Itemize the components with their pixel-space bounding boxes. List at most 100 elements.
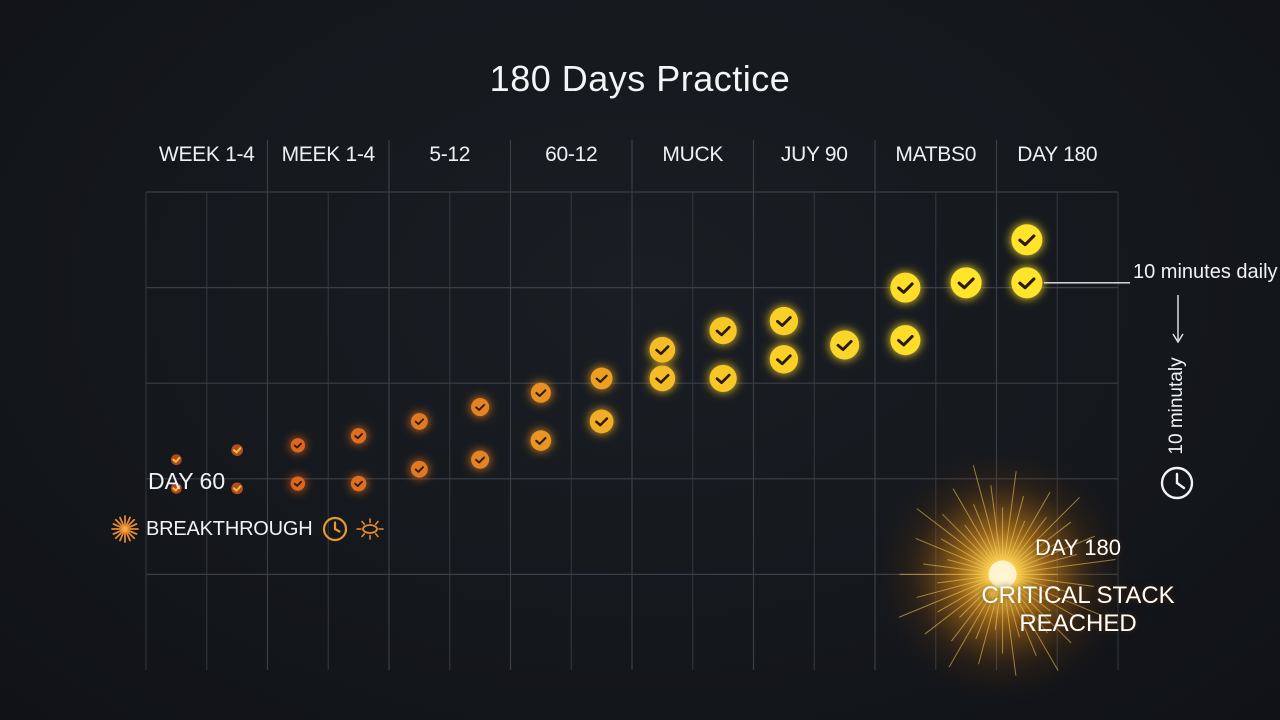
data-point [530, 382, 551, 403]
burst-ray [1005, 583, 1037, 656]
point-circle [530, 430, 552, 451]
column-label: JUY 90 [780, 143, 848, 166]
check-mark [836, 339, 853, 351]
burst-ray [915, 537, 994, 572]
chart-title: 180 Days Practice [489, 58, 791, 99]
check-mark [655, 373, 670, 384]
check-mark [595, 374, 608, 383]
burst-ray [1010, 542, 1058, 570]
day60-label: DAY 60 [148, 468, 226, 494]
data-point [769, 345, 799, 374]
points-layer [170, 224, 1043, 495]
burst-ray [937, 575, 993, 584]
burst-message: CRITICAL STACK REACHED [981, 582, 1175, 637]
column-label: MATBS0 [895, 143, 977, 166]
burst-ray [1010, 521, 1072, 569]
column-label: WEEK 1-4 [158, 143, 255, 166]
burst-ray [978, 583, 1001, 665]
data-point [649, 365, 676, 392]
data-point [709, 364, 737, 393]
breakthrough-label: BREAKTHROUGH [146, 517, 313, 540]
data-point [950, 267, 982, 299]
check-mark [535, 389, 547, 397]
data-point [890, 272, 921, 303]
burst-ray [1003, 471, 1017, 565]
burst-glow [872, 444, 1133, 705]
burst-ray [1011, 577, 1101, 616]
check-mark [1018, 277, 1036, 290]
check-mark [897, 334, 914, 347]
vertical-annotation: 10 minutaly [1166, 357, 1187, 455]
check-mark [535, 436, 547, 445]
check-mark [1018, 234, 1036, 247]
point-circle [350, 428, 367, 444]
column-label: MUCK [662, 143, 724, 166]
check-mark [776, 316, 792, 327]
point-circle [411, 460, 428, 478]
burst-ray [1003, 584, 1017, 676]
burst-ray [898, 577, 994, 618]
data-point [290, 438, 306, 453]
point-circle [830, 330, 860, 360]
burst-ray [972, 465, 1001, 565]
data-point [231, 482, 243, 495]
burst-ray [975, 583, 1000, 640]
point-circle [290, 438, 306, 453]
data-point [890, 325, 921, 356]
burst-ray [1009, 496, 1081, 568]
burst-ray [964, 524, 997, 567]
burst-ray [1010, 578, 1075, 617]
data-point [290, 476, 306, 491]
point-circle [411, 413, 428, 430]
data-point [170, 482, 182, 494]
sun-icon [355, 518, 384, 540]
burst-ray [1008, 516, 1047, 567]
check-mark [414, 418, 425, 425]
spark-icon [111, 515, 139, 543]
data-point [1011, 267, 1043, 299]
check-mark [595, 417, 609, 427]
burst-ray [924, 580, 995, 635]
data-point [231, 444, 243, 456]
burst-ray [916, 576, 994, 598]
point-circle [1011, 267, 1043, 299]
burst-ray [1004, 583, 1020, 638]
check-mark [655, 345, 670, 356]
clock-icon [322, 516, 347, 542]
data-point [769, 306, 799, 336]
data-point [589, 409, 614, 434]
clock-icon [1160, 466, 1194, 500]
burst-ray [1009, 581, 1072, 644]
point-circle [471, 398, 490, 417]
burst-day-label: DAY 180 [1034, 535, 1122, 560]
down-arrow-head [1172, 333, 1184, 344]
burst-ray [942, 513, 996, 568]
burst-ray [1012, 559, 1116, 574]
burst-ray [1012, 553, 1078, 573]
burst-ray [1011, 535, 1096, 572]
data-point [411, 413, 428, 430]
burst-ray [990, 485, 1002, 565]
point-circle [890, 272, 921, 303]
check-mark [354, 432, 363, 440]
data-point [590, 367, 613, 390]
data-point [830, 330, 860, 360]
check-mark [293, 480, 302, 487]
point-circle [950, 267, 982, 299]
column-label: 5-12 [429, 143, 471, 166]
check-mark [897, 282, 914, 294]
point-circle [290, 476, 306, 491]
point-circle [530, 382, 551, 403]
column-label: DAY 180 [1017, 143, 1098, 166]
check-mark [293, 442, 302, 449]
point-circle [231, 444, 243, 456]
data-point [709, 317, 737, 345]
point-circle [1011, 224, 1043, 256]
check-mark [776, 354, 792, 366]
burst-ray [1007, 491, 1051, 566]
check-mark [172, 456, 181, 463]
check-mark [232, 485, 242, 492]
burst-ray [948, 582, 999, 668]
burst-ray [1004, 496, 1025, 565]
data-point [411, 460, 428, 478]
